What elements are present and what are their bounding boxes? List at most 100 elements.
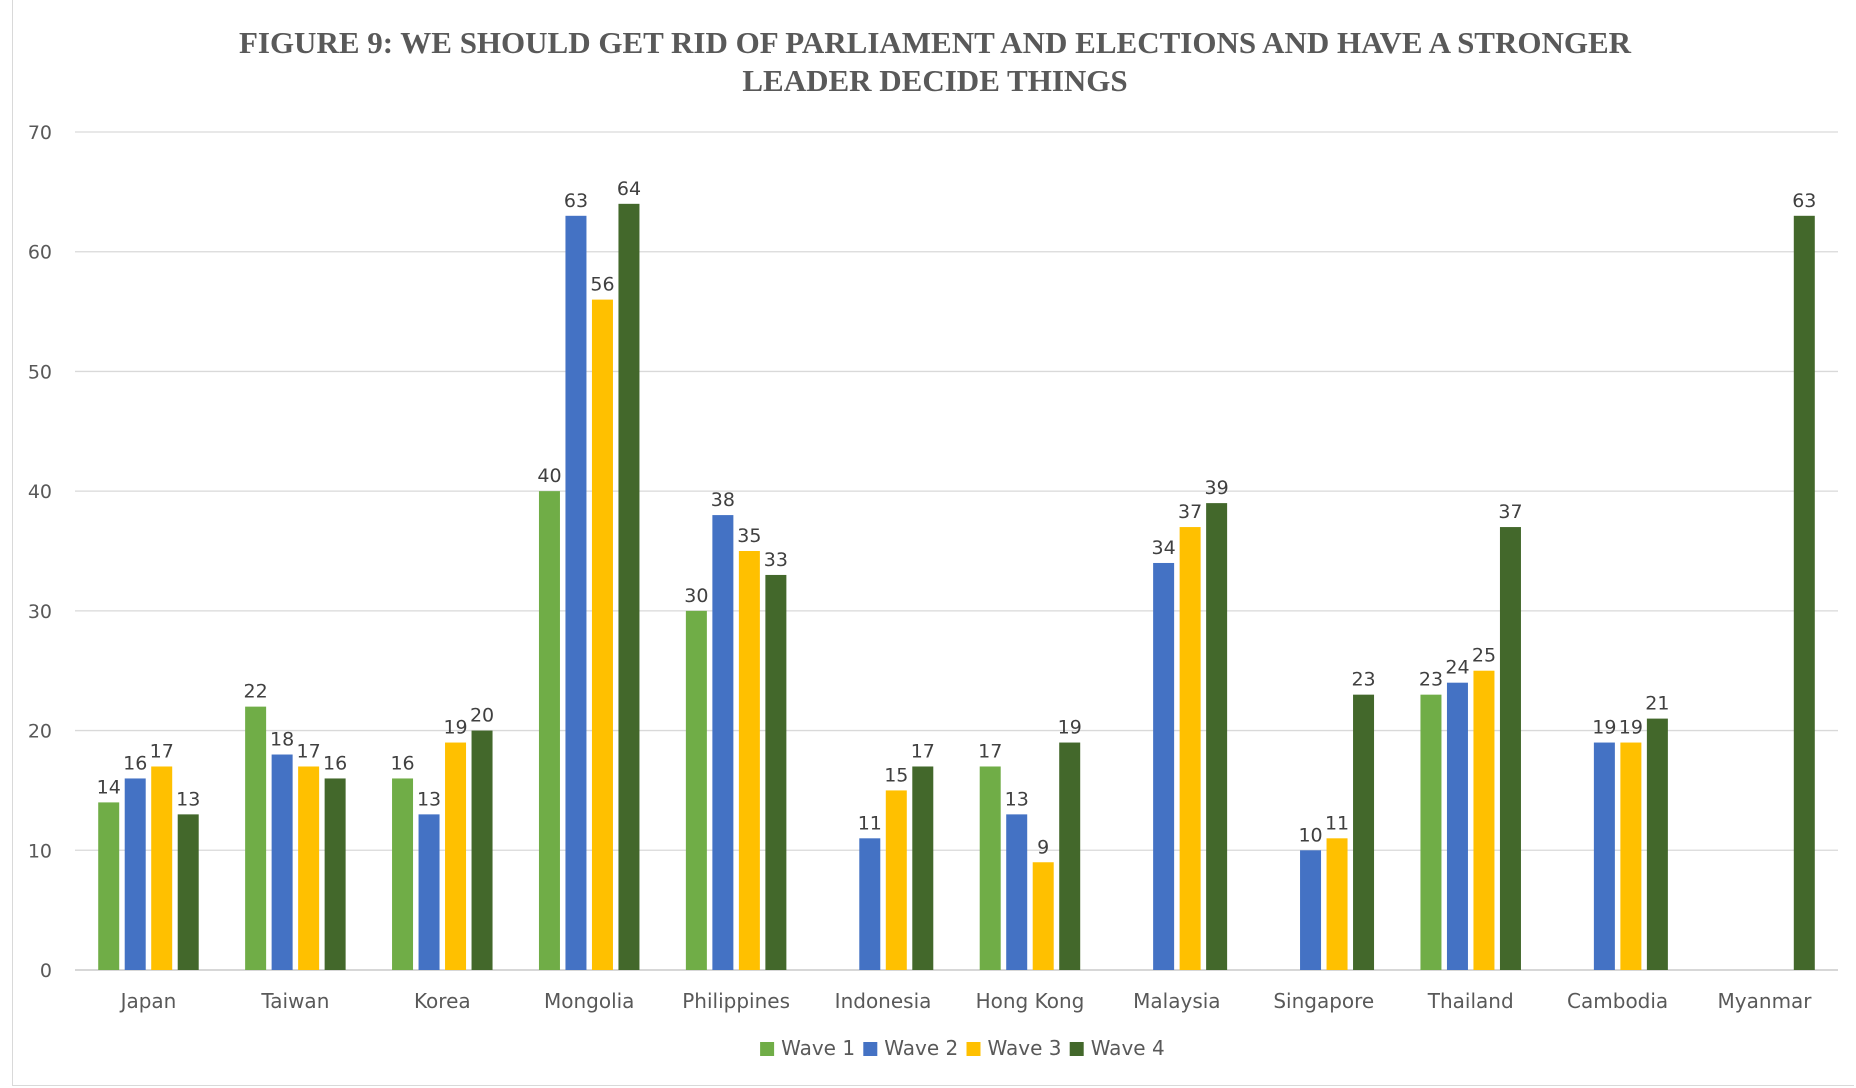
bar-thailand-wave-2: [1446, 682, 1468, 970]
x-tick-label-indonesia: Indonesia: [835, 989, 932, 1013]
bar-philippines-wave-1: [685, 610, 707, 970]
bar-cambodia-wave-4: [1646, 718, 1668, 970]
bar-singapore-wave-4: [1353, 694, 1375, 970]
data-label-singapore-wave-2: 10: [1298, 824, 1322, 846]
x-tick-label-philippines: Philippines: [682, 989, 790, 1013]
legend-swatch-wave-4: [1069, 1042, 1084, 1056]
data-label-myanmar-wave-4: 63: [1792, 190, 1816, 212]
data-label-indonesia-wave-3: 15: [884, 764, 908, 786]
data-label-japan-wave-2: 16: [123, 752, 147, 774]
data-label-philippines-wave-3: 35: [737, 525, 761, 547]
data-label-thailand-wave-1: 23: [1419, 669, 1443, 691]
data-label-taiwan-wave-2: 18: [270, 729, 294, 751]
bar-thailand-wave-4: [1499, 527, 1521, 970]
x-tick-label-korea: Korea: [414, 989, 471, 1013]
bar-mongolia-wave-3: [591, 299, 613, 971]
y-axis-ticks: 0 10 20 30 40 50 60 70: [28, 122, 52, 982]
gridlines: [75, 131, 1838, 971]
legend-swatch-wave-2: [863, 1042, 878, 1056]
data-label-hong-kong-wave-1: 17: [978, 740, 1002, 762]
bar-japan-wave-4: [177, 814, 199, 970]
data-label-mongolia-wave-2: 63: [564, 190, 588, 212]
data-label-malaysia-wave-2: 34: [1152, 537, 1176, 559]
bar-mongolia-wave-4: [618, 203, 640, 971]
bar-korea-wave-2: [418, 814, 440, 970]
x-tick-label-japan: Japan: [119, 989, 177, 1013]
data-label-cambodia-wave-3: 19: [1619, 717, 1643, 739]
bar-taiwan-wave-3: [298, 766, 320, 970]
data-label-indonesia-wave-2: 11: [858, 812, 882, 834]
legend-swatch-wave-3: [966, 1042, 981, 1056]
bar-korea-wave-4: [471, 730, 493, 970]
bar-mongolia-wave-2: [565, 215, 587, 971]
data-label-taiwan-wave-4: 16: [323, 752, 347, 774]
data-label-philippines-wave-1: 30: [684, 585, 708, 607]
data-label-korea-wave-4: 20: [470, 705, 494, 727]
x-tick-label-cambodia: Cambodia: [1567, 989, 1668, 1013]
legend-label-wave-2: Wave 2: [884, 1036, 958, 1060]
data-label-philippines-wave-2: 38: [711, 489, 735, 511]
bar-indonesia-wave-2: [859, 838, 881, 970]
y-tick-label-30: 30: [28, 601, 52, 623]
x-tick-label-mongolia: Mongolia: [544, 989, 634, 1013]
data-label-cambodia-wave-2: 19: [1592, 717, 1616, 739]
bar-hong-kong-wave-2: [1006, 814, 1028, 970]
bar-hong-kong-wave-1: [979, 766, 1001, 970]
data-label-indonesia-wave-4: 17: [911, 740, 935, 762]
bar-singapore-wave-3: [1326, 838, 1348, 970]
bar-philippines-wave-3: [738, 551, 760, 970]
x-tick-label-malaysia: Malaysia: [1133, 989, 1220, 1013]
chart-frame: [12, 0, 1854, 1086]
data-label-malaysia-wave-4: 39: [1205, 477, 1229, 499]
data-label-taiwan-wave-3: 17: [297, 740, 321, 762]
bar-taiwan-wave-2: [271, 754, 293, 970]
data-label-hong-kong-wave-2: 13: [1005, 788, 1029, 810]
bars: [98, 203, 1815, 971]
legend: Wave 1 Wave 2 Wave 3 Wave 4: [760, 1036, 1165, 1060]
data-label-mongolia-wave-4: 64: [617, 178, 641, 200]
y-tick-label-40: 40: [28, 481, 52, 503]
y-tick-label-60: 60: [28, 242, 52, 264]
data-label-korea-wave-1: 16: [390, 752, 414, 774]
x-tick-label-myanmar: Myanmar: [1718, 989, 1813, 1013]
chart-title: FIGURE 9: WE SHOULD GET RID OF PARLIAMEN…: [0, 24, 1856, 100]
y-tick-label-20: 20: [28, 721, 52, 743]
data-label-thailand-wave-2: 24: [1445, 657, 1469, 679]
data-label-hong-kong-wave-4: 19: [1058, 717, 1082, 739]
data-label-thailand-wave-4: 37: [1498, 501, 1522, 523]
legend-label-wave-4: Wave 4: [1091, 1036, 1165, 1060]
data-label-hong-kong-wave-3: 9: [1037, 836, 1049, 858]
bar-japan-wave-3: [151, 766, 173, 970]
data-label-japan-wave-4: 13: [176, 788, 200, 810]
bar-malaysia-wave-3: [1179, 527, 1201, 970]
bar-cambodia-wave-3: [1620, 742, 1642, 970]
data-label-singapore-wave-4: 23: [1351, 669, 1375, 691]
bar-philippines-wave-2: [712, 515, 734, 970]
y-tick-label-0: 0: [40, 960, 52, 982]
data-label-japan-wave-3: 17: [150, 740, 174, 762]
data-label-philippines-wave-4: 33: [764, 549, 788, 571]
chart-title-line-2: LEADER DECIDE THINGS: [742, 63, 1128, 98]
data-label-mongolia-wave-3: 56: [590, 274, 614, 296]
x-tick-label-taiwan: Taiwan: [260, 989, 329, 1013]
bar-thailand-wave-3: [1473, 670, 1495, 970]
bar-japan-wave-2: [124, 778, 146, 970]
bar-malaysia-wave-4: [1206, 503, 1228, 970]
data-label-malaysia-wave-3: 37: [1178, 501, 1202, 523]
bar-singapore-wave-2: [1300, 850, 1322, 970]
x-tick-label-singapore: Singapore: [1273, 989, 1374, 1013]
bar-mongolia-wave-1: [538, 491, 560, 970]
bar-korea-wave-1: [392, 778, 414, 970]
data-label-cambodia-wave-4: 21: [1645, 693, 1669, 715]
y-tick-label-10: 10: [28, 840, 52, 862]
bar-cambodia-wave-2: [1593, 742, 1615, 970]
x-tick-label-hong-kong: Hong Kong: [976, 989, 1085, 1013]
x-tick-label-thailand: Thailand: [1427, 989, 1514, 1013]
data-label-korea-wave-2: 13: [417, 788, 441, 810]
data-label-japan-wave-1: 14: [97, 776, 121, 798]
data-label-thailand-wave-3: 25: [1472, 645, 1496, 667]
bar-philippines-wave-4: [765, 574, 787, 970]
bar-hong-kong-wave-4: [1059, 742, 1081, 970]
data-label-singapore-wave-3: 11: [1325, 812, 1349, 834]
